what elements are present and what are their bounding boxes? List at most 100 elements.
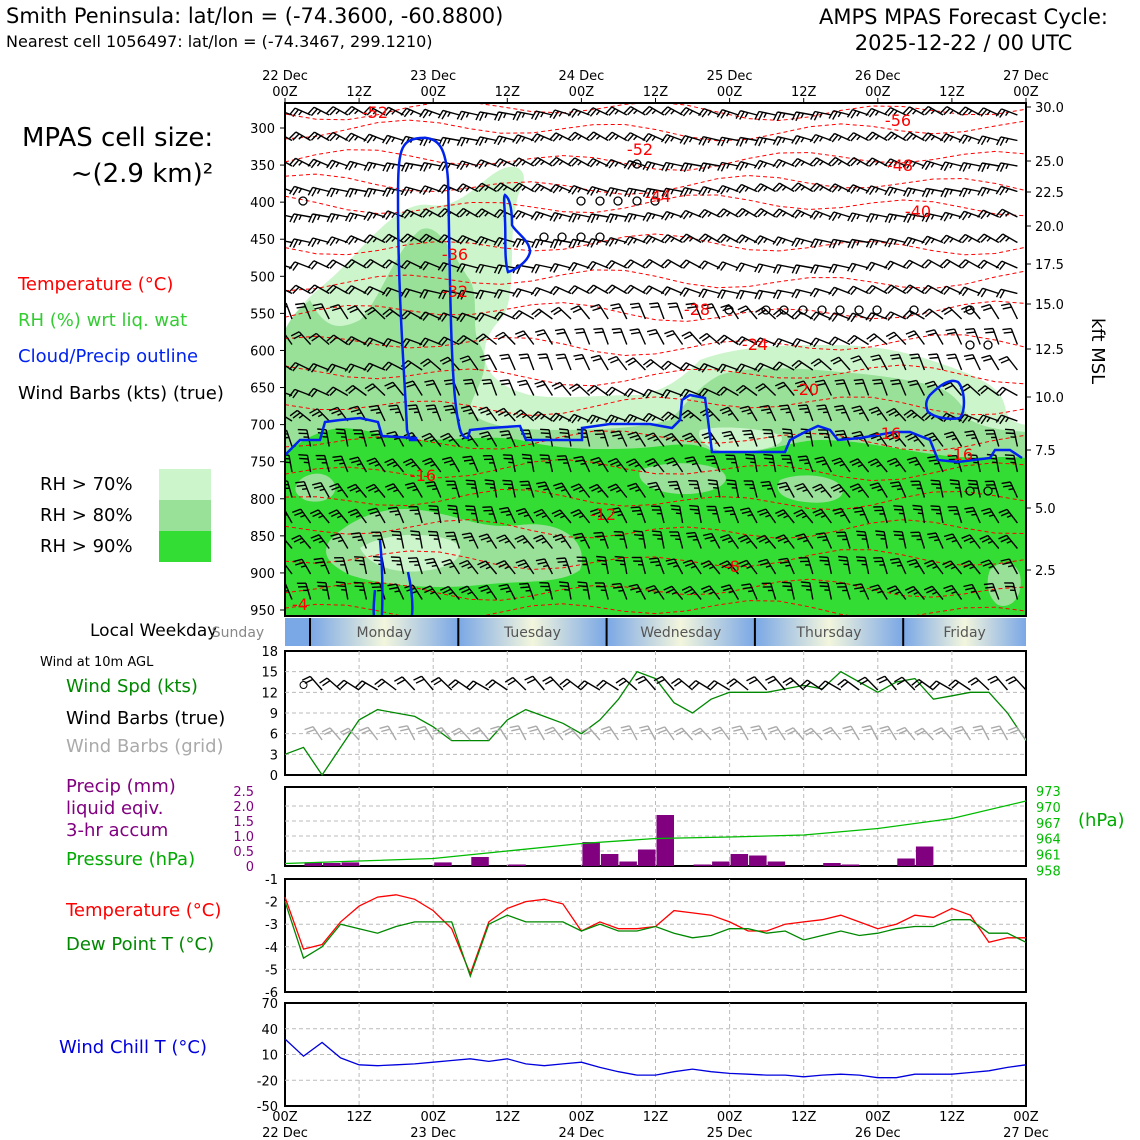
pressure-tick-label: 650: [250, 382, 275, 397]
upper-wind-barb: [722, 261, 739, 269]
upper-wind-barb-feather: [292, 508, 301, 514]
upper-wind-barb-feather: [969, 565, 975, 570]
upper-wind-barb: [932, 432, 944, 447]
upper-wind-barb-feather: [410, 164, 414, 170]
upper-wind-barb-feather: [740, 507, 750, 511]
wind10-true-barb-feather: [970, 679, 980, 686]
upper-wind-barb-feather: [307, 260, 315, 269]
upper-wind-barb: [294, 361, 311, 371]
upper-wind-barb: [454, 481, 461, 498]
upper-wind-barb: [295, 131, 311, 142]
upper-wind-barb-feather: [924, 310, 933, 318]
upper-wind-barb-feather: [274, 414, 281, 420]
upper-wind-barb-feather: [664, 260, 672, 269]
upper-wind-barb: [463, 335, 479, 346]
upper-wind-barb-feather: [391, 213, 396, 219]
upper-wind-barb-feather: [682, 235, 691, 243]
upper-wind-barb-feather: [962, 163, 968, 172]
upper-wind-barb-feather: [940, 106, 948, 114]
rh70-swatch: [159, 469, 211, 500]
upper-wind-barb: [910, 409, 925, 422]
upper-wind-barb-feather: [914, 463, 920, 466]
upper-wind-barb-feather: [633, 416, 638, 422]
upper-wind-barb: [578, 509, 591, 524]
upper-wind-barb-feather: [288, 362, 296, 370]
upper-wind-barb: [895, 457, 907, 473]
upper-wind-barb-feather: [634, 534, 644, 537]
temp-contour-label: -36: [442, 245, 468, 264]
upper-wind-barb-feather: [553, 482, 563, 487]
chill-ytick: 70: [261, 997, 278, 1012]
upper-wind-barb: [852, 262, 869, 269]
upper-wind-barb-feather: [368, 404, 378, 408]
upper-wind-barb-feather: [465, 186, 471, 192]
wind10-true-barb-feather: [322, 680, 331, 687]
upper-wind-barb-feather: [628, 583, 638, 588]
wind10-grid-barb: [498, 726, 508, 741]
upper-wind-barb: [745, 305, 758, 320]
upper-wind-barb-feather: [791, 359, 800, 367]
pressure-ytick: 967: [1036, 817, 1061, 832]
upper-wind-barb-feather: [998, 508, 1008, 514]
upper-wind-barb-feather: [819, 160, 824, 166]
upper-wind-barb: [976, 455, 981, 473]
upper-wind-barb-feather: [776, 137, 782, 146]
upper-wind-barb-feather: [296, 484, 306, 487]
upper-wind-barb-feather: [311, 187, 317, 197]
upper-wind-barb: [797, 310, 814, 320]
upper-wind-barb-feather: [719, 560, 728, 566]
upper-wind-barb-feather: [995, 108, 1003, 117]
upper-wind-barb-feather: [588, 483, 598, 489]
upper-wind-barb: [511, 455, 516, 473]
upper-wind-barb: [369, 285, 386, 295]
upper-wind-barb-feather: [554, 328, 564, 332]
upper-wind-barb: [801, 509, 814, 524]
upper-wind-barb-feather: [393, 437, 400, 441]
wind10-grid-barb-feather: [713, 729, 723, 734]
upper-wind-barb: [399, 557, 405, 575]
upper-wind-barb: [559, 381, 572, 396]
upper-wind-barb-feather: [738, 337, 746, 346]
upper-wind-barb-feather: [963, 354, 974, 357]
upper-wind-barb-feather: [716, 208, 725, 216]
upper-wind-barb-feather: [661, 411, 669, 419]
upper-wind-barb-feather: [1000, 511, 1010, 517]
upper-wind-barb-feather: [645, 432, 654, 438]
upper-wind-barb-feather: [612, 433, 622, 437]
upper-wind-barb-feather: [458, 585, 468, 591]
upper-wind-barb-feather: [312, 537, 322, 542]
upper-wind-barb-feather: [924, 237, 932, 246]
upper-wind-barb-feather: [310, 534, 320, 539]
upper-wind-barb: [954, 353, 963, 371]
upper-wind-barb-feather: [425, 481, 435, 484]
upper-wind-barb: [392, 483, 405, 498]
wind10-true-barb: [401, 676, 416, 691]
upper-wind-barb-feather: [596, 555, 606, 558]
upper-wind-barb-feather: [832, 507, 842, 512]
upper-wind-barb: [394, 431, 405, 447]
upper-wind-barb-feather: [893, 215, 898, 221]
wind-grid-label: Wind Barbs (grid): [66, 736, 224, 757]
upper-wind-barb-feather: [983, 582, 993, 586]
upper-wind-barb: [535, 110, 553, 116]
upper-wind-barb: [524, 508, 535, 524]
wind10-true-barb: [790, 677, 805, 691]
upper-wind-barb-feather: [958, 106, 966, 115]
upper-wind-barb-feather: [523, 514, 529, 518]
upper-wind-barb: [554, 212, 572, 218]
cell-size: MPAS cell size: ~(2.9 km)²: [22, 120, 213, 192]
upper-wind-barb-feather: [809, 210, 817, 219]
upper-wind-barb: [752, 480, 758, 498]
pressure-tick-label: 350: [250, 159, 275, 174]
upper-wind-barb-feather: [309, 408, 318, 414]
upper-wind-barb-feather: [597, 489, 603, 493]
upper-wind-barb: [554, 109, 572, 116]
upper-wind-barb: [306, 455, 312, 473]
upper-wind-barb-feather: [554, 536, 564, 542]
upper-wind-barb-feather: [459, 432, 469, 437]
upper-wind-barb-feather: [949, 163, 953, 169]
upper-wind-barb-feather: [981, 537, 991, 543]
upper-wind-barb: [361, 429, 368, 447]
upper-wind-barb-feather: [586, 131, 594, 139]
upper-wind-barb-feather: [958, 210, 965, 220]
